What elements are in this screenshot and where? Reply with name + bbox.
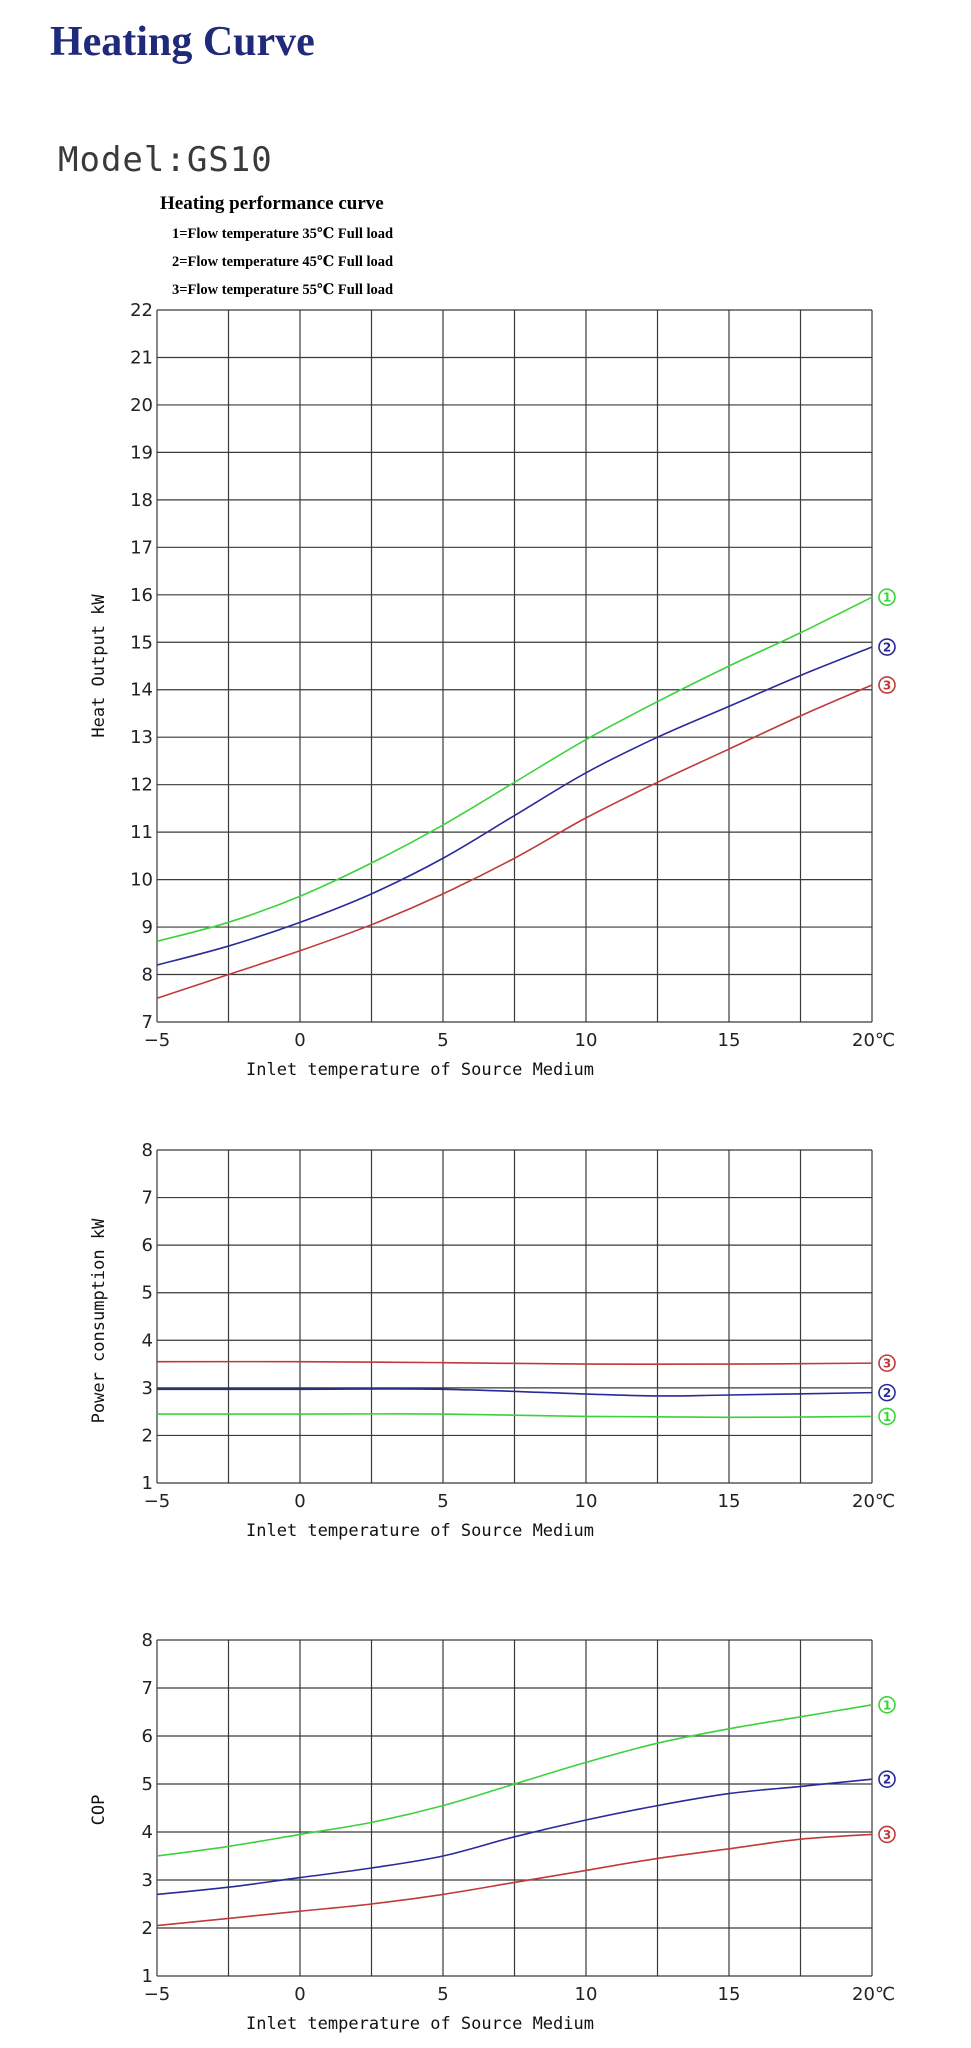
x-tick-label: 20℃ [852,1984,895,2005]
y-tick-label: 15 [130,632,153,653]
series-line-1 [156,596,873,943]
x-axis-title: Inlet temperature of Source Medium [246,1521,594,1541]
legend-line-1: 1=Flow temperature 35℃ Full load [172,226,394,242]
y-tick-label: 6 [142,1726,153,1747]
y-tick-label: 9 [142,917,153,938]
series-marker-label: 2 [883,1773,891,1787]
series-marker-3: 3 [878,676,896,694]
y-tick-label: 12 [130,775,153,796]
series-marker-label: 3 [883,1828,891,1842]
x-tick-label: −5 [144,1030,171,1051]
y-axis-title: Power consumption kW [89,1218,109,1423]
y-tick-label: 16 [130,585,153,606]
y-tick-label: 4 [142,1330,153,1351]
power-consumption-chart: 1 2 3 4 5 6 7 8 −5 0 5 10 15 20℃ Inlet temperature of … [89,1140,896,1541]
series-line-1 [156,1704,873,1857]
x-tick-label: 5 [437,1491,448,1512]
x-tick-label: 20℃ [852,1491,895,1512]
series-line-3 [156,1833,873,1927]
series-marker-label: 2 [883,641,891,655]
x-tick-label: 20℃ [852,1030,895,1051]
series-line-2 [156,1778,873,1896]
y-tick-label: 1 [142,1966,153,1987]
series-marker-1: 1 [878,588,896,606]
x-tick-label: −5 [144,1984,171,2005]
series-marker-label: 1 [883,591,891,605]
y-tick-label: 2 [142,1918,153,1939]
series-marker-3: 3 [878,1354,896,1372]
y-tick-label: 3 [142,1378,153,1399]
y-tick-label: 22 [130,300,153,321]
series-marker-label: 1 [883,1698,891,1712]
performance-legend: Heating performance curve 1=Flow tempera… [160,193,393,304]
x-tick-label: −5 [144,1491,171,1512]
series-marker-3: 3 [878,1825,896,1844]
y-tick-label: 2 [142,1425,153,1446]
series-line-3 [156,684,873,1000]
x-tick-label: 15 [718,1491,741,1512]
y-tick-label: 7 [142,1012,153,1033]
legend-line-3: 3=Flow temperature 55℃ Full load [172,282,394,298]
series-marker-label: 3 [883,1357,891,1371]
y-tick-label: 17 [130,537,153,558]
y-tick-label: 20 [130,395,153,416]
series-line-1 [157,1413,873,1419]
series-marker-2: 2 [878,638,896,656]
x-tick-label: 10 [575,1491,598,1512]
y-tick-label: 8 [142,965,153,986]
series-line-2 [156,1388,873,1397]
y-tick-label: 14 [130,680,153,701]
x-tick-label: 10 [575,1984,598,2005]
series-marker-1: 1 [878,1696,896,1714]
y-tick-label: 19 [130,442,153,463]
legend-line-2: 2=Flow temperature 45℃ Full load [172,254,394,270]
series-marker-label: 3 [883,678,891,692]
y-tick-label: 7 [142,1678,153,1699]
y-tick-label: 10 [130,870,153,891]
y-tick-label: 3 [142,1870,153,1891]
series-marker-label: 2 [883,1386,891,1400]
x-tick-label: 0 [294,1984,305,2005]
series-marker-2: 2 [878,1383,896,1402]
model-label: Model:GS10 [58,140,273,180]
cop-chart: 1 2 3 4 5 6 7 8 −5 0 5 10 15 20℃ Inlet temperature of … [89,1630,896,2034]
page-title: Heating Curve [50,19,315,65]
y-tick-label: 5 [142,1283,153,1304]
x-tick-label: 5 [437,1030,448,1051]
series-marker-1: 1 [878,1407,896,1426]
y-tick-label: 7 [142,1188,153,1209]
x-axis-title: Inlet temperature of Source Medium [246,2014,594,2034]
x-tick-label: 0 [294,1030,305,1051]
x-tick-label: 15 [718,1984,741,2005]
x-tick-label: 0 [294,1491,305,1512]
y-tick-label: 5 [142,1774,153,1795]
series-line-2 [156,646,873,966]
x-axis-title: Inlet temperature of Source Medium [246,1060,594,1080]
series-line-3 [156,1360,873,1366]
x-tick-label: 15 [718,1030,741,1051]
y-axis-title: Heat Output kW [89,594,109,738]
y-tick-label: 1 [142,1473,153,1494]
x-tick-label: 10 [575,1030,598,1051]
y-tick-label: 11 [130,822,153,843]
y-tick-label: 18 [130,490,153,511]
y-tick-label: 13 [130,727,153,748]
y-tick-label: 6 [142,1235,153,1256]
legend-title: Heating performance curve [160,193,384,214]
x-tick-label: 5 [437,1984,448,2005]
y-axis-title: COP [89,1795,109,1826]
series-marker-label: 1 [883,1410,891,1424]
y-tick-label: 21 [130,347,153,368]
y-tick-label: 8 [142,1630,153,1651]
y-tick-label: 8 [142,1140,153,1161]
y-tick-label: 4 [142,1822,153,1843]
series-marker-2: 2 [878,1770,896,1788]
